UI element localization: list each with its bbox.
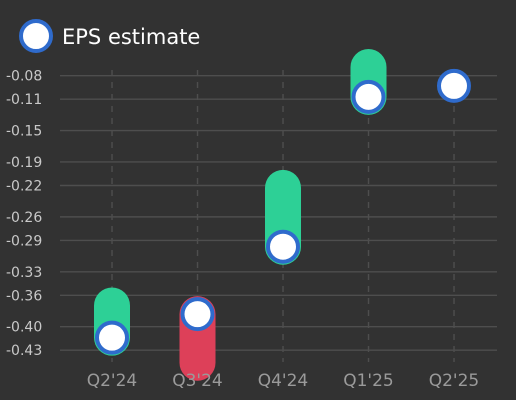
y-tick-label: -0.40 — [6, 320, 42, 336]
x-tick-label: Q4'24 — [258, 371, 309, 391]
x-axis-ticks: Q2'24 Q3'24 Q4'24 Q1'25 Q2'25 — [87, 371, 480, 391]
y-tick-label: -0.26 — [6, 210, 42, 226]
legend-marker-icon — [19, 19, 53, 53]
y-tick-label: -0.19 — [6, 155, 42, 171]
range-bars — [94, 49, 387, 381]
x-tick-label: Q2'25 — [429, 371, 480, 391]
estimate-markers — [95, 68, 471, 355]
y-axis-ticks: -0.08 -0.11 -0.15 -0.19 -0.22 -0.26 -0.29 -0.33… — [6, 69, 42, 360]
x-tick-label: Q1'25 — [343, 371, 394, 391]
estimate-marker — [266, 229, 300, 264]
y-tick-label: -0.29 — [6, 233, 42, 249]
y-tick-label: -0.43 — [6, 343, 42, 359]
y-tick-label: -0.08 — [6, 69, 42, 85]
estimate-marker — [437, 68, 471, 103]
x-tick-label: Q3'24 — [172, 371, 223, 391]
y-tick-label: -0.36 — [6, 288, 42, 304]
y-tick-label: -0.33 — [6, 265, 42, 281]
legend-label: EPS estimate — [62, 25, 200, 49]
y-tick-label: -0.11 — [6, 92, 42, 108]
legend: EPS estimate — [19, 19, 200, 53]
estimate-marker — [95, 320, 129, 355]
y-tick-label: -0.15 — [6, 124, 42, 140]
estimate-marker — [180, 297, 215, 332]
y-tick-label: -0.22 — [6, 179, 42, 195]
x-tick-label: Q2'24 — [87, 371, 138, 391]
estimate-marker — [351, 79, 386, 114]
